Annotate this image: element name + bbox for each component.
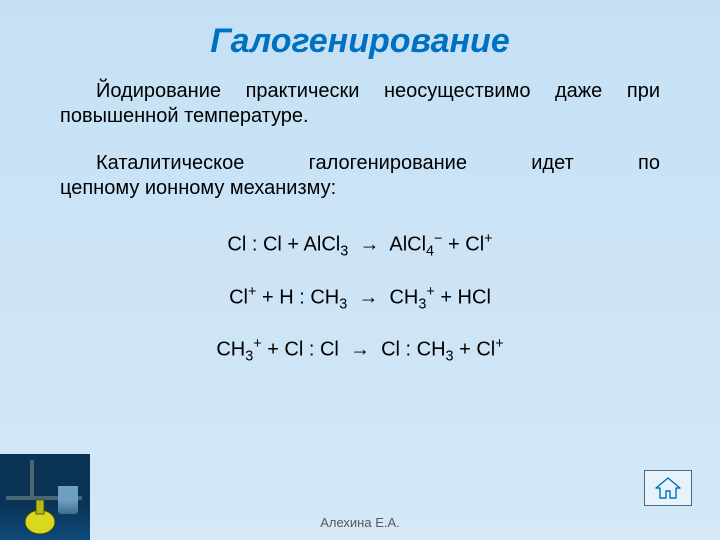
p2-line2: цепному ионному механизму:	[60, 177, 336, 199]
p2-word-d: по	[602, 151, 660, 176]
footer-author: Алехина Е.А.	[0, 515, 720, 530]
p2-word-b: галогенирование	[273, 151, 467, 176]
equation-block: Cl : Cl + AlCl3 → AlCl4− + Cl+ Cl+ + H :…	[0, 231, 720, 365]
paragraph-1: Йодирование практически неосуществимо да…	[60, 79, 660, 129]
beaker-icon	[58, 486, 78, 514]
equation-1: Cl : Cl + AlCl3 → AlCl4− + Cl+	[0, 231, 720, 260]
body-text: Йодирование практически неосуществимо да…	[0, 79, 720, 201]
home-icon	[653, 476, 683, 500]
equation-2: Cl+ + H : CH3 → CH3+ + HCl	[0, 284, 720, 313]
p2-word-c: идет	[495, 151, 573, 176]
equation-3: CH3+ + Cl : Cl → Cl : CH3 + Cl+	[0, 336, 720, 365]
slide-container: Галогенирование Йодирование практически …	[0, 0, 720, 540]
paragraph-2: Каталитическое галогенирование идет по ц…	[60, 151, 660, 201]
p2-word-a: Каталитическое	[60, 151, 244, 176]
home-button[interactable]	[644, 470, 692, 506]
slide-title: Галогенирование	[0, 0, 720, 79]
